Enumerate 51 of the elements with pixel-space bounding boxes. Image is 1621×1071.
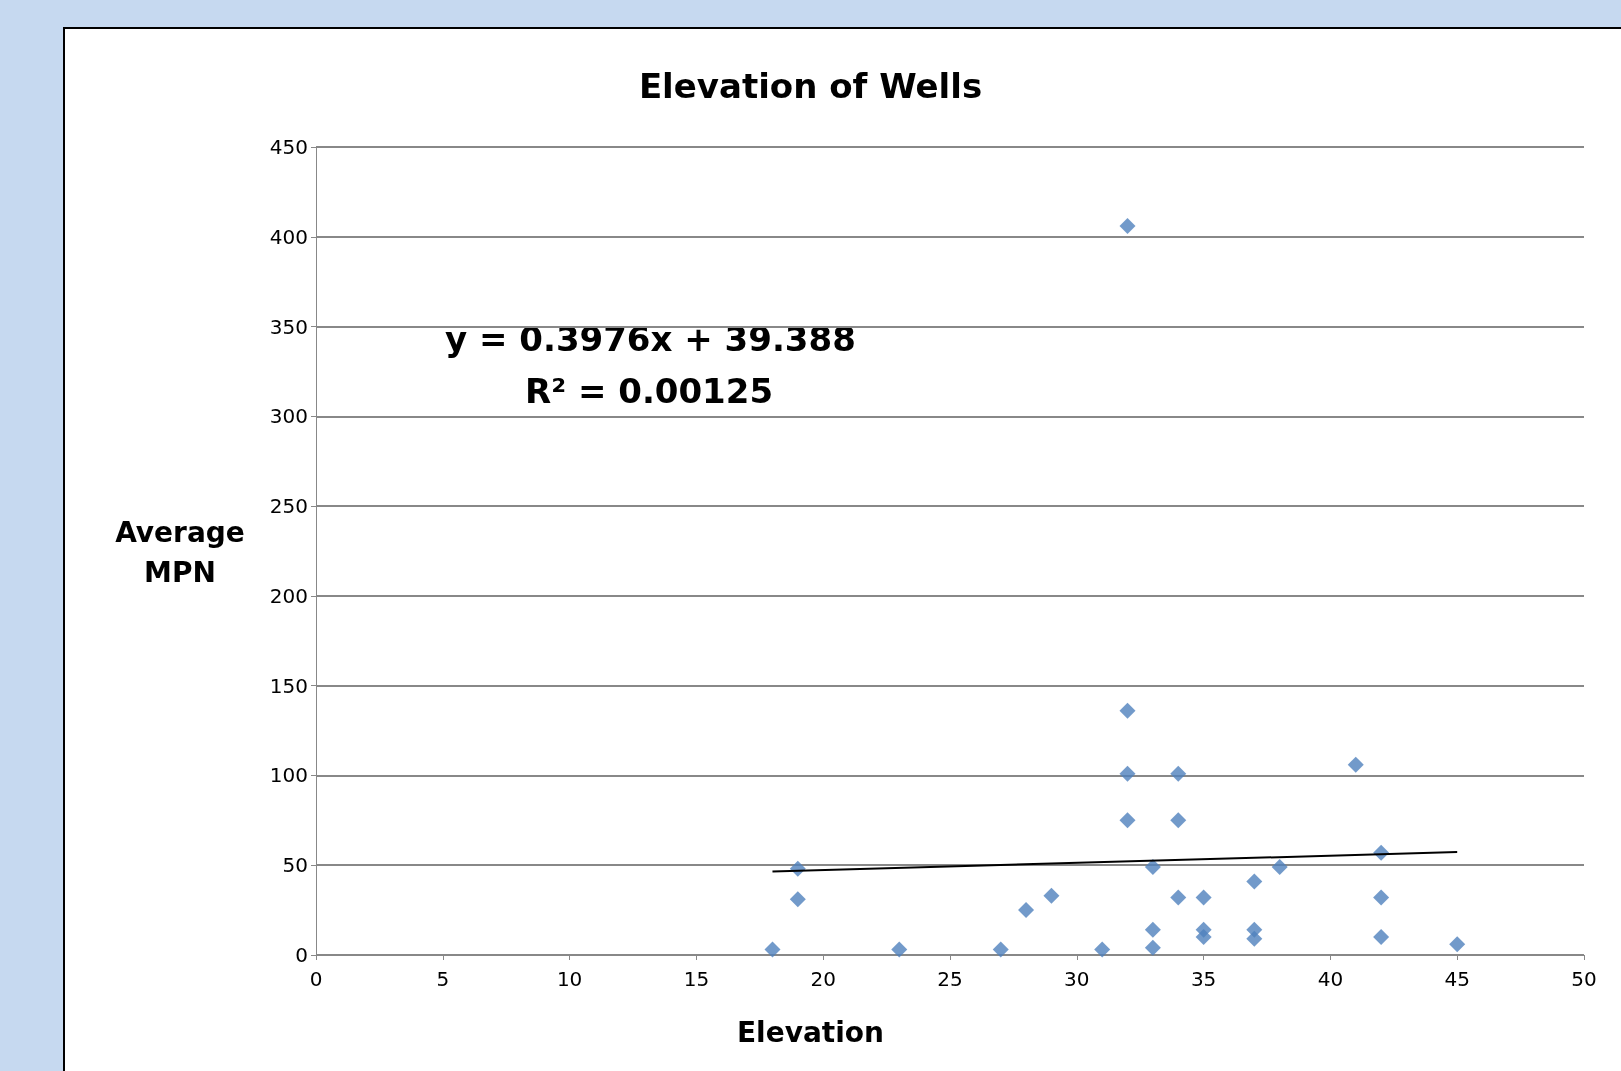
x-tick-label: 10	[556, 967, 583, 991]
chart-title: Elevation of Wells	[638, 66, 983, 106]
point	[891, 941, 908, 958]
x-tick-label: 0	[309, 967, 323, 991]
y-tick-label: 450	[269, 135, 308, 159]
y-tick-label: 50	[282, 853, 308, 878]
point	[1144, 939, 1161, 956]
x-tick-label: 30	[1064, 967, 1090, 991]
x-tick-label: 45	[1444, 967, 1470, 991]
point	[1347, 756, 1364, 773]
x-tick-label: 50	[1571, 967, 1597, 991]
point	[1195, 929, 1212, 946]
y-tick-label: 200	[269, 583, 308, 608]
point	[1119, 218, 1136, 234]
y-tick-label: 150	[269, 673, 308, 698]
y-axis-title: Average MPN	[115, 515, 245, 589]
point	[1195, 889, 1212, 906]
point	[1246, 873, 1263, 890]
point	[1246, 930, 1263, 947]
point	[1170, 765, 1187, 782]
point	[1119, 702, 1136, 719]
y-tick-label: 100	[269, 763, 308, 788]
y-tick-label: 250	[269, 494, 308, 519]
point	[1170, 812, 1187, 829]
point	[1043, 887, 1060, 904]
point	[789, 891, 806, 908]
point	[1018, 902, 1035, 919]
x-tick-label: 40	[1317, 967, 1344, 991]
x-tick-label: 5	[436, 967, 450, 991]
point	[1144, 859, 1161, 876]
point	[764, 941, 781, 958]
y-tick-label: 350	[269, 314, 308, 339]
point	[1119, 765, 1136, 782]
point	[992, 941, 1009, 958]
annotation: R² = 0.00125	[525, 371, 774, 411]
point	[1094, 941, 1111, 958]
x-axis-title: Elevation	[736, 1015, 885, 1049]
x-tick-label: 15	[683, 967, 710, 991]
point	[1144, 921, 1161, 938]
point	[1271, 859, 1288, 876]
point	[1373, 889, 1390, 906]
x-tick-label: 35	[1190, 967, 1217, 991]
y-tick-label: 0	[295, 943, 308, 967]
point	[1449, 936, 1466, 953]
x-tick-label: 20	[810, 967, 836, 991]
point	[1373, 929, 1390, 946]
point	[1170, 889, 1187, 906]
point	[1119, 812, 1136, 829]
y-tick-label: 300	[269, 404, 308, 429]
x-tick-label: 25	[937, 967, 963, 991]
y-tick-label: 400	[269, 224, 308, 249]
